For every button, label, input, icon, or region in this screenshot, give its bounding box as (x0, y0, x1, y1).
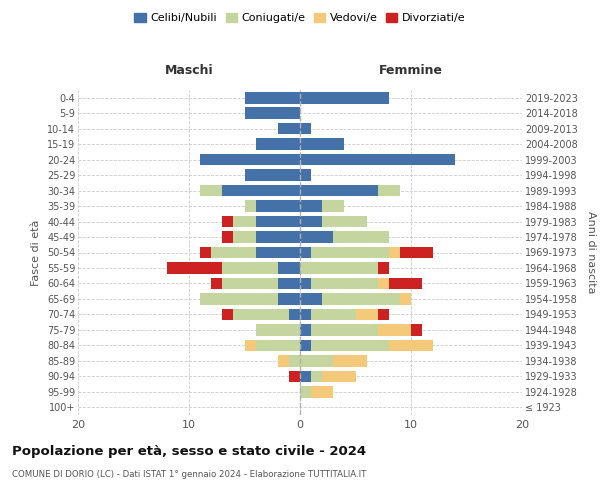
Bar (400, 246, 433, 258)
Bar (289, 370, 300, 382)
Bar (378, 324, 411, 336)
Text: Femmine: Femmine (379, 64, 443, 78)
Bar (289, 308, 300, 320)
Bar (233, 216, 256, 228)
Text: COMUNE DI DORIO (LC) - Dati ISTAT 1° gennaio 2024 - Elaborazione TUTTITALIA.IT: COMUNE DI DORIO (LC) - Dati ISTAT 1° gen… (12, 470, 367, 479)
Bar (300, 355, 334, 366)
Bar (289, 355, 300, 366)
Bar (300, 370, 311, 382)
Bar (256, 231, 300, 243)
Bar (311, 340, 389, 351)
Bar (223, 231, 233, 243)
Bar (278, 262, 300, 274)
Legend: Celibi/Nubili, Coniugati/e, Vedovi/e, Divorziati/e: Celibi/Nubili, Coniugati/e, Vedovi/e, Di… (132, 10, 468, 26)
Bar (378, 278, 389, 289)
Bar (211, 278, 223, 289)
Bar (300, 185, 378, 196)
Bar (278, 123, 300, 134)
Bar (300, 324, 311, 336)
Bar (300, 138, 344, 150)
Bar (322, 216, 367, 228)
Bar (223, 278, 278, 289)
Bar (167, 262, 223, 274)
Bar (300, 216, 322, 228)
Bar (300, 231, 334, 243)
Bar (300, 200, 322, 212)
Bar (200, 246, 211, 258)
Bar (300, 340, 311, 351)
Bar (300, 308, 311, 320)
Bar (278, 355, 289, 366)
Bar (245, 200, 256, 212)
Bar (300, 262, 378, 274)
Bar (300, 278, 311, 289)
Bar (300, 293, 322, 304)
Text: Popolazione per età, sesso e stato civile - 2024: Popolazione per età, sesso e stato civil… (12, 445, 366, 458)
Bar (378, 262, 389, 274)
Bar (389, 246, 400, 258)
Bar (223, 262, 278, 274)
Bar (211, 246, 256, 258)
Bar (256, 324, 300, 336)
Bar (311, 246, 389, 258)
Bar (256, 216, 300, 228)
Bar (378, 185, 400, 196)
Bar (256, 340, 300, 351)
Bar (300, 246, 311, 258)
Bar (300, 154, 455, 166)
Bar (300, 170, 311, 181)
Bar (245, 170, 300, 181)
Bar (389, 340, 433, 351)
Bar (278, 278, 300, 289)
Bar (223, 308, 233, 320)
Bar (223, 216, 233, 228)
Bar (389, 278, 422, 289)
Bar (322, 370, 356, 382)
Bar (245, 92, 300, 104)
Bar (245, 340, 256, 351)
Bar (300, 123, 311, 134)
Bar (334, 231, 389, 243)
Bar (233, 231, 256, 243)
Bar (223, 185, 300, 196)
Bar (411, 324, 422, 336)
Bar (322, 200, 344, 212)
Bar (311, 370, 322, 382)
Bar (334, 355, 367, 366)
Bar (200, 185, 223, 196)
Bar (200, 293, 278, 304)
Bar (356, 308, 378, 320)
Bar (311, 278, 378, 289)
Text: Maschi: Maschi (164, 64, 214, 78)
Bar (256, 246, 300, 258)
Bar (233, 308, 289, 320)
Bar (300, 386, 311, 398)
Bar (311, 308, 356, 320)
Y-axis label: Anni di nascita: Anni di nascita (586, 211, 596, 294)
Bar (311, 324, 378, 336)
Bar (322, 293, 400, 304)
Y-axis label: Fasce di età: Fasce di età (31, 220, 41, 286)
Bar (245, 108, 300, 119)
Bar (200, 154, 300, 166)
Bar (256, 200, 300, 212)
Bar (300, 92, 389, 104)
Bar (311, 386, 334, 398)
Bar (400, 293, 411, 304)
Bar (278, 293, 300, 304)
Bar (256, 138, 300, 150)
Bar (378, 308, 389, 320)
